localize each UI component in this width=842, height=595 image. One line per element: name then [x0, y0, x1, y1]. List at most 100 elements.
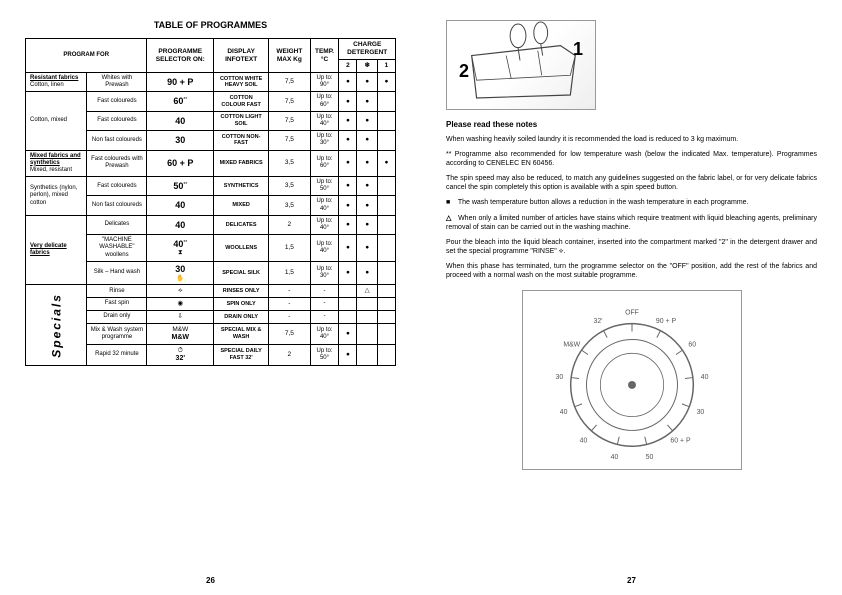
- infotext-cell: COTTON LIGHT SOIL: [214, 111, 269, 130]
- infotext-cell: COTTON NON-FAST: [214, 131, 269, 150]
- temp-cell: Up to: 30°: [310, 131, 339, 150]
- dial-label: OFF: [625, 310, 639, 317]
- temp-cell: -: [310, 298, 339, 311]
- dial-label: 30: [555, 374, 563, 381]
- infotext-cell: SPECIAL MIX & WASH: [214, 323, 269, 344]
- th-infotext: DISPLAY INFOTEXT: [214, 39, 269, 73]
- dispenser-label-1: 1: [573, 39, 583, 60]
- det-2: ●: [339, 323, 357, 344]
- det-flake: [357, 310, 378, 323]
- selector-cell: 30✋: [147, 261, 214, 285]
- weight-cell: 3,5: [269, 196, 310, 215]
- det-flake: ●: [357, 111, 378, 130]
- temp-cell: Up to: 50°: [310, 177, 339, 196]
- selector-cell: 90 + P: [147, 73, 214, 92]
- infotext-cell: COTTON COLOUR FAST: [214, 92, 269, 111]
- prog-label: Mix & Wash system programme: [87, 323, 147, 344]
- selector-cell: 60 + P: [147, 150, 214, 177]
- det-1: [377, 235, 395, 262]
- prog-label: Non fast coloureds: [87, 196, 147, 215]
- weight-cell: 7,5: [269, 73, 310, 92]
- selector-cell: ⇩: [147, 310, 214, 323]
- infotext-cell: RINSES ONLY: [214, 285, 269, 298]
- det-1: [377, 298, 395, 311]
- infotext-cell: SYNTHETICS: [214, 177, 269, 196]
- page-left: TABLE OF PROGRAMMES PROGRAM FOR PROGRAMM…: [0, 0, 421, 595]
- dial-label: 90 + P: [655, 318, 676, 325]
- det-1: [377, 344, 395, 365]
- temp-cell: Up to: 40°: [310, 215, 339, 234]
- infotext-cell: DRAIN ONLY: [214, 310, 269, 323]
- weight-cell: 7,5: [269, 92, 310, 111]
- th-selector: PROGRAMME SELECTOR ON:: [147, 39, 214, 73]
- det-2: [339, 285, 357, 298]
- det-1: [377, 285, 395, 298]
- det-1: ●: [377, 73, 395, 92]
- prog-label: Fast spin: [87, 298, 147, 311]
- dial-label: 60 + P: [670, 438, 691, 445]
- det-1: [377, 196, 395, 215]
- temp-cell: Up to: 60°: [310, 92, 339, 111]
- det-2: ●: [339, 150, 357, 177]
- prog-label: Rinse: [87, 285, 147, 298]
- selector-cell: 40: [147, 215, 214, 234]
- infotext-cell: COTTON WHITE HEAVY SOIL: [214, 73, 269, 92]
- weight-cell: 1,5: [269, 235, 310, 262]
- weight-cell: 3,5: [269, 177, 310, 196]
- det-flake: ●: [357, 261, 378, 285]
- prog-label: Delicates: [87, 215, 147, 234]
- dial-label: 40: [579, 438, 587, 445]
- dial-label: 40: [700, 374, 708, 381]
- category-cell: Very delicate fabrics: [26, 215, 87, 285]
- weight-cell: -: [269, 298, 310, 311]
- weight-cell: 7,5: [269, 111, 310, 130]
- dial-label: 40: [610, 454, 618, 461]
- infotext-cell: SPECIAL SILK: [214, 261, 269, 285]
- det-1: [377, 92, 395, 111]
- selector-cell: 40: [147, 196, 214, 215]
- det-1: [377, 177, 395, 196]
- dispenser-label-2: 2: [459, 61, 469, 82]
- table-row: Very delicate fabricsDelicates40DELICATE…: [26, 215, 396, 234]
- det-2: ●: [339, 215, 357, 234]
- det-flake: [357, 298, 378, 311]
- weight-cell: 2: [269, 215, 310, 234]
- dispenser-illustration: 1 2: [446, 20, 596, 110]
- selector-cell: ◉: [147, 298, 214, 311]
- temp-cell: -: [310, 285, 339, 298]
- th-det-snow: ❄: [357, 59, 378, 72]
- weight-cell: 7,5: [269, 323, 310, 344]
- infotext-cell: SPIN ONLY: [214, 298, 269, 311]
- prog-label: Drain only: [87, 310, 147, 323]
- prog-label: Fast coloureds: [87, 92, 147, 111]
- infotext-cell: MIXED FABRICS: [214, 150, 269, 177]
- det-flake: ●: [357, 196, 378, 215]
- selector-cell: M&WM&W: [147, 323, 214, 344]
- det-2: ●: [339, 261, 357, 285]
- dial-label: M&W: [563, 341, 580, 348]
- specials-label: Specials: [26, 285, 87, 366]
- page-number-right: 27: [421, 576, 842, 585]
- det-flake: △: [357, 285, 378, 298]
- det-flake: ●: [357, 150, 378, 177]
- table-row: Cotton, mixedFast coloureds60**COTTON CO…: [26, 92, 396, 111]
- det-2: [339, 298, 357, 311]
- th-detergent: CHARGE DETERGENT: [339, 39, 396, 60]
- category-cell: Mixed fabrics and syntheticsMixed, resis…: [26, 150, 87, 177]
- det-2: ●: [339, 235, 357, 262]
- prog-label: Whites with Prewash: [87, 73, 147, 92]
- th-det-1: 1: [377, 59, 395, 72]
- prog-label: Fast coloureds: [87, 177, 147, 196]
- programmes-table: PROGRAM FOR PROGRAMME SELECTOR ON: DISPL…: [25, 38, 396, 366]
- selector-cell: 40: [147, 111, 214, 130]
- dial-label: 50: [645, 454, 653, 461]
- dial-label: 32': [593, 318, 602, 325]
- notes-title: Please read these notes: [446, 120, 817, 129]
- prog-label: Fast coloureds with Prewash: [87, 150, 147, 177]
- th-program-for: PROGRAM FOR: [26, 39, 147, 73]
- det-2: ●: [339, 92, 357, 111]
- infotext-cell: MIXED: [214, 196, 269, 215]
- note-4: ■ The wash temperature button allows a r…: [446, 198, 817, 207]
- det-flake: [357, 344, 378, 365]
- table-title: TABLE OF PROGRAMMES: [25, 20, 396, 30]
